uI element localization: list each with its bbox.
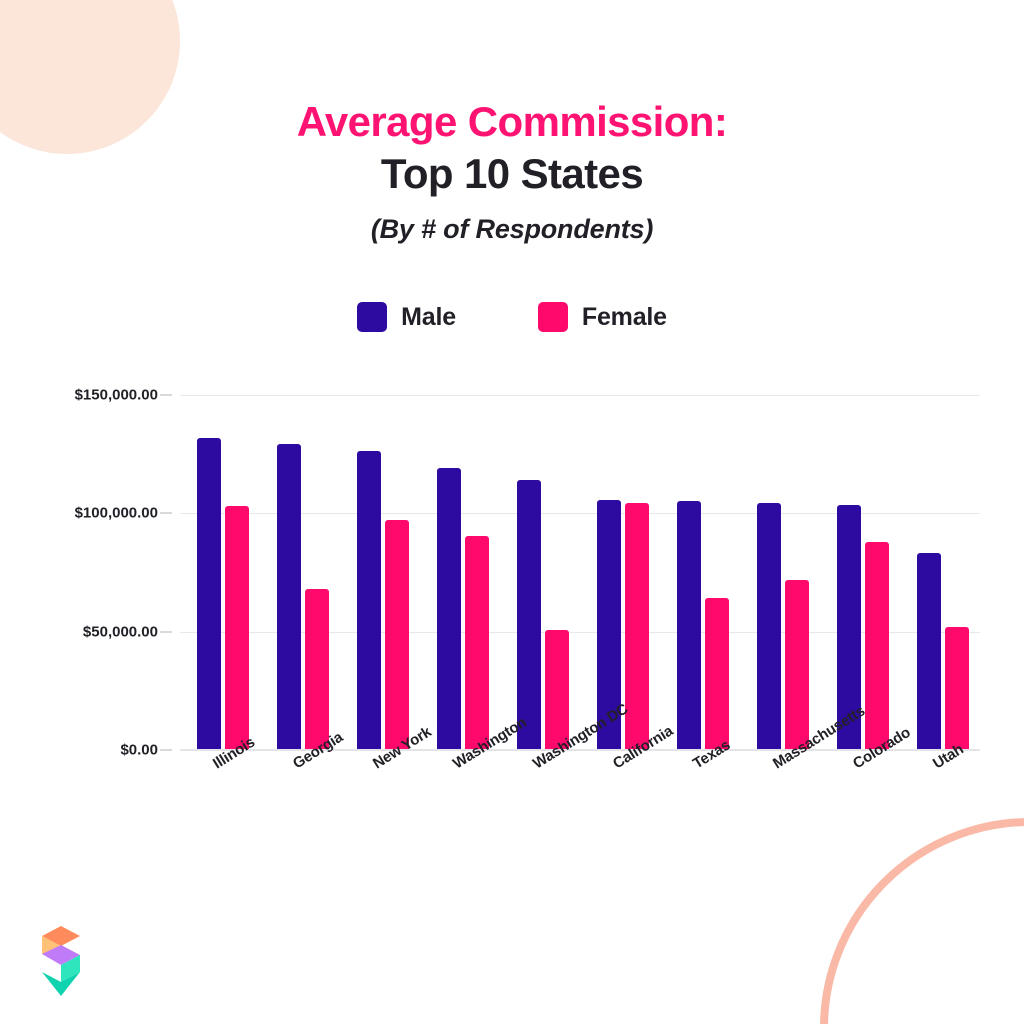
y-axis-tick-label: $50,000.00 (82, 623, 158, 641)
chart-header: Average Commission: Top 10 States (By # … (0, 96, 1024, 245)
bar-female[interactable] (305, 589, 329, 750)
bar-group (420, 395, 500, 750)
bar-group (340, 395, 420, 750)
bar-group (820, 395, 900, 750)
bar-groups (180, 395, 980, 750)
x-axis-tick: Illinois (180, 734, 260, 842)
bar-male[interactable] (757, 503, 781, 750)
y-axis-tick-mark (160, 512, 172, 515)
bar-group (660, 395, 740, 750)
bar-group (180, 395, 260, 750)
x-axis-tick: Colorado (820, 724, 913, 842)
y-axis-tick-label: $0.00 (120, 741, 158, 759)
y-axis-tick-mark (160, 749, 172, 751)
bar-group (900, 395, 980, 750)
gridline (180, 513, 980, 515)
x-axis-tick: Washington (420, 714, 530, 842)
gridline (180, 631, 980, 633)
chart-subtitle: (By # of Respondents) (370, 213, 654, 244)
x-axis-tick: Georgia (260, 729, 346, 842)
bar-male[interactable] (917, 553, 941, 750)
bar-male[interactable] (597, 500, 621, 750)
bar-female[interactable] (225, 506, 249, 750)
bar-female[interactable] (785, 580, 809, 750)
brand-logo (28, 924, 90, 998)
gridline (180, 395, 980, 396)
bar-group (500, 395, 580, 750)
bar-male[interactable] (277, 444, 301, 750)
y-axis-tick-mark (160, 630, 172, 633)
bar-female[interactable] (625, 502, 649, 750)
bar-group (260, 395, 340, 750)
bar-male[interactable] (437, 467, 461, 750)
x-axis-labels: Illinois Georgia New York Washington Washing… (180, 701, 980, 842)
y-axis-tick-mark (160, 394, 172, 396)
bar-male[interactable] (197, 437, 221, 750)
bar-female[interactable] (945, 626, 969, 750)
chart-legend: Male Female (0, 302, 1024, 332)
bar-female[interactable] (865, 541, 889, 750)
x-axis-tick: Texas (660, 737, 740, 842)
legend-item-male[interactable]: Male (357, 302, 456, 332)
bar-female[interactable] (545, 630, 569, 750)
x-axis-tick: New York (340, 723, 434, 842)
legend-label: Female (581, 302, 667, 331)
stacked-s-logo-icon (42, 926, 80, 996)
legend-label: Male (401, 302, 456, 331)
decorative-arc-bottom-right (820, 818, 1024, 1024)
y-axis-tick-label: $100,000.00 (74, 504, 158, 522)
plot-area (180, 395, 980, 751)
bar-female[interactable] (705, 598, 729, 750)
chart-title-line2: Top 10 States (380, 150, 644, 198)
y-axis-tick-label: $150,000.00 (74, 386, 158, 404)
bar-group (740, 395, 820, 750)
chart-title-line1: Average Commission: (296, 98, 728, 145)
legend-item-female[interactable]: Female (537, 302, 667, 332)
x-axis-tick: Washington DC (500, 701, 631, 842)
y-axis: $0.00 $50,000.00 $100,000.00 $150,000.00 (0, 387, 172, 759)
bar-female[interactable] (465, 536, 489, 750)
bar-male[interactable] (517, 479, 541, 750)
x-axis-tick: California (580, 722, 676, 842)
x-axis-tick: Utah (900, 741, 980, 842)
bar-female[interactable] (385, 519, 409, 750)
bar-male[interactable] (677, 500, 701, 750)
bar-group (580, 395, 660, 750)
bar-male[interactable] (837, 505, 861, 750)
axis-baseline (180, 749, 980, 751)
legend-swatch-icon (537, 302, 568, 332)
bar-male[interactable] (357, 450, 381, 750)
legend-swatch-icon (357, 302, 388, 332)
x-axis-tick: Massachusetts (740, 702, 868, 842)
